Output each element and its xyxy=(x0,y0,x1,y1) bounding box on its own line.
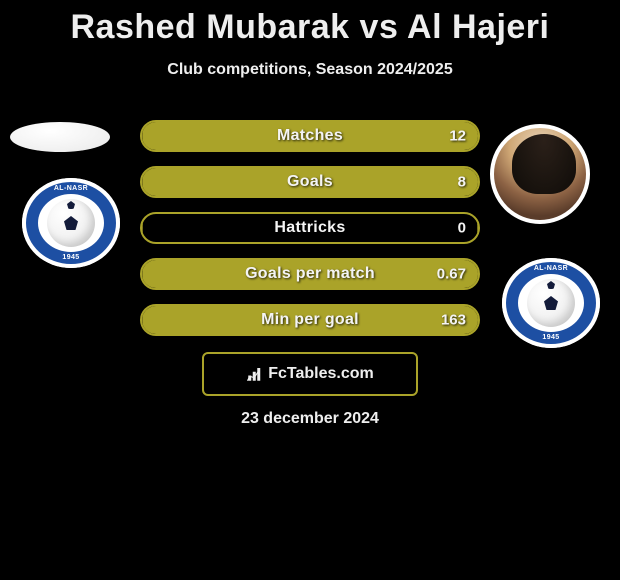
brand-text: FcTables.com xyxy=(268,365,374,383)
stat-bar-label: Matches xyxy=(142,127,478,145)
stat-bar-value-right: 0.67 xyxy=(437,266,466,283)
player1-avatar xyxy=(10,122,110,152)
crest-bottom-text: 1945 xyxy=(502,334,600,341)
stat-bar-label: Goals per match xyxy=(142,265,478,283)
player1-club-crest: AL-NASR 1945 xyxy=(22,178,120,268)
stat-bar-value-right: 0 xyxy=(458,220,466,237)
crest-bottom-text: 1945 xyxy=(22,254,120,261)
stat-bar-label: Min per goal xyxy=(142,311,478,329)
football-icon xyxy=(527,279,575,327)
snapshot-date: 23 december 2024 xyxy=(241,410,379,428)
page-subtitle: Club competitions, Season 2024/2025 xyxy=(0,61,620,79)
stat-bar-value-right: 8 xyxy=(458,174,466,191)
stats-panel: Matches12 Goals8 Hattricks0 Goals per match… xyxy=(140,120,480,350)
stat-bar-value-right: 163 xyxy=(441,312,466,329)
player2-club-crest: AL-NASR 1945 xyxy=(502,258,600,348)
crest-top-text: AL-NASR xyxy=(502,265,600,272)
stat-bar: Matches12 xyxy=(140,120,480,152)
stat-bar: Goals per match0.67 xyxy=(140,258,480,290)
player2-avatar xyxy=(490,124,590,224)
stat-bar-label: Goals xyxy=(142,173,478,191)
brand-box: FcTables.com xyxy=(202,352,418,396)
stat-bar: Min per goal163 xyxy=(140,304,480,336)
bar-chart-icon xyxy=(246,365,264,383)
stat-bar: Hattricks0 xyxy=(140,212,480,244)
page-title: Rashed Mubarak vs Al Hajeri xyxy=(0,0,620,47)
stat-bar-value-right: 12 xyxy=(449,128,466,145)
stat-bar: Goals8 xyxy=(140,166,480,198)
stat-bar-label: Hattricks xyxy=(142,219,478,237)
football-icon xyxy=(47,199,95,247)
crest-top-text: AL-NASR xyxy=(22,185,120,192)
